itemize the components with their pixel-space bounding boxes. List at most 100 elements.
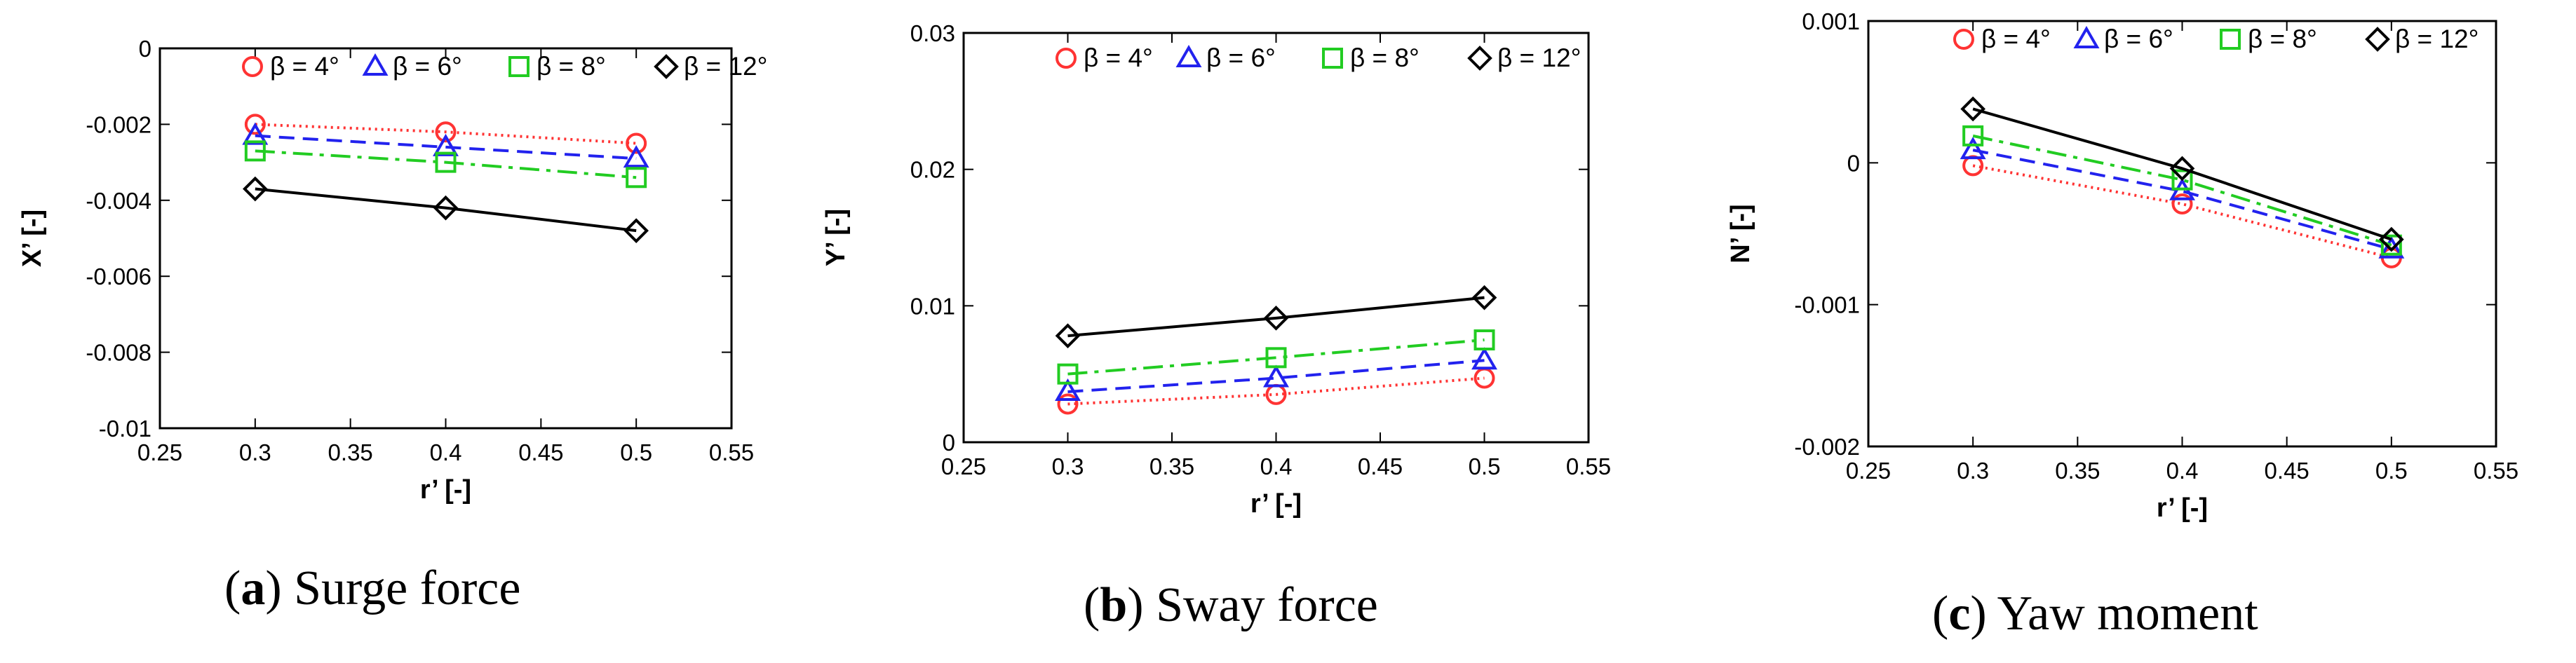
legend-marker-circle [1953,29,1974,50]
legend-label: β = 6° [2104,25,2173,53]
legend-marker-diamond [654,54,679,79]
x-tick-label: 0.4 [2166,458,2199,484]
y-axis-label: X’ [-] [18,210,47,267]
data-point-triangle [1471,347,1497,370]
series-line-4 [255,187,637,233]
caption-text: Sway force [1156,578,1378,632]
legend-marker-square [508,56,530,77]
legend-marker-triangle [1175,44,1202,67]
legend-marker-square [2220,29,2241,50]
panel-caption: (a) Surge force [224,561,520,615]
x-tick-label: 0.25 [1846,458,1891,484]
series-line-3 [1067,339,1485,376]
legend-label: β = 6° [393,52,462,81]
y-tick-label: -0.002 [86,111,151,137]
data-point-diamond [1960,96,1985,122]
legend: β = 4° β = 6° β = 8° β = 12° [1056,43,1581,72]
plot-frame [1867,20,2497,448]
data-point-square [1265,347,1287,369]
y-tick-label: -0.006 [86,264,151,289]
y-tick-label: -0.002 [1794,434,1860,460]
data-point-triangle [1263,364,1289,388]
legend-marker-diamond [2365,27,2390,52]
data-point-diamond [2169,156,2195,182]
series-line-1 [1067,376,1485,406]
data-point-triangle [623,145,649,168]
data-point-triangle [1960,137,1986,160]
series-line-4 [1067,296,1485,338]
legend-label: β = 4° [270,52,339,81]
panel-caption: (b) Sway force [1084,578,1378,632]
legend-label: β = 12° [2395,25,2479,53]
legend-label: β = 4° [1084,43,1153,72]
y-tick-label: 0.02 [910,157,955,183]
data-point-square [244,140,266,162]
data-point-triangle [1055,378,1081,401]
x-tick-label: 0.55 [709,439,754,465]
data-point-diamond [1055,323,1081,348]
data-point-triangle [242,122,269,145]
legend-label: β = 8° [2248,25,2317,53]
series-line-3 [1972,134,2392,247]
legend: β = 4° β = 6° β = 8° β = 12° [1953,25,2479,53]
panel-caption: (c) Yaw moment [1932,587,2258,641]
x-tick-label: 0.4 [1260,453,1293,479]
series-line-4 [1972,107,2392,241]
data-point-circle [244,114,266,135]
data-point-square [1474,329,1495,350]
chart-panel-a: 0.25 0.3 0.35 0.4 0.45 0.5 0.55 0 -0.002 -0.004 -0… [18,36,767,615]
legend-marker-diamond [1467,46,1492,71]
data-point-diamond [1263,306,1289,331]
series-line-2 [1972,149,2392,251]
legend-label: β = 8° [537,52,606,81]
y-tick-label: 0 [139,36,151,62]
data-point-square [1057,363,1079,385]
caption-text: Surge force [294,561,520,615]
x-tick-label: 0.35 [2055,458,2100,484]
x-tick-label: 0.25 [137,439,182,465]
caption-text: Yaw moment [1997,587,2259,641]
x-tick-label: 0.5 [1469,453,1501,479]
x-tick-label: 0.35 [1149,453,1194,479]
y-tick-label: -0.01 [99,416,151,442]
legend-marker-circle [1056,48,1077,69]
data-point-triangle [433,133,459,156]
x-tick-label: 0.25 [941,453,986,479]
data-point-square [2171,169,2193,191]
x-tick-label: 0.3 [1052,453,1084,479]
x-tick-label: 0.5 [2375,458,2408,484]
chart-panel-b: 0.25 0.3 0.35 0.4 0.45 0.5 0.55 0 0.01 0.02 0.03 r’… [821,20,1611,632]
series-line-1 [255,123,637,145]
data-point-circle [2171,193,2193,215]
x-tick-label: 0.55 [2474,458,2518,484]
caption-letter: c [1948,587,1970,641]
data-point-square [435,151,457,173]
data-point-square [2380,234,2402,256]
legend-label: β = 12° [1497,43,1581,72]
data-point-diamond [433,195,459,221]
x-tick-label: 0.3 [1957,458,1989,484]
y-axis-label: Y’ [-] [821,209,851,266]
data-point-triangle [2378,235,2405,259]
x-axis-label: r’ [-] [420,475,471,505]
x-tick-label: 0.5 [620,439,652,465]
data-point-circle [435,121,457,143]
y-tick-label: 0 [943,430,955,456]
data-point-circle [626,132,647,154]
legend-label: β = 6° [1206,43,1276,72]
y-axis-label: N’ [-] [1726,204,1755,263]
x-tick-label: 0.45 [518,439,563,465]
caption-letter: b [1100,578,1127,632]
legend-label: β = 4° [1981,25,2051,53]
y-tick-label: -0.004 [86,188,151,214]
series-line-2 [255,134,637,160]
series-line-1 [1972,164,2392,259]
y-tick-label: 0 [1847,150,1860,176]
y-tick-label: -0.008 [86,340,151,366]
x-tick-label: 0.35 [328,439,373,465]
x-tick-label: 0.4 [430,439,462,465]
y-tick-label: 0.03 [910,20,955,46]
data-point-square [1962,125,1984,146]
x-tick-label: 0.55 [1566,453,1611,479]
